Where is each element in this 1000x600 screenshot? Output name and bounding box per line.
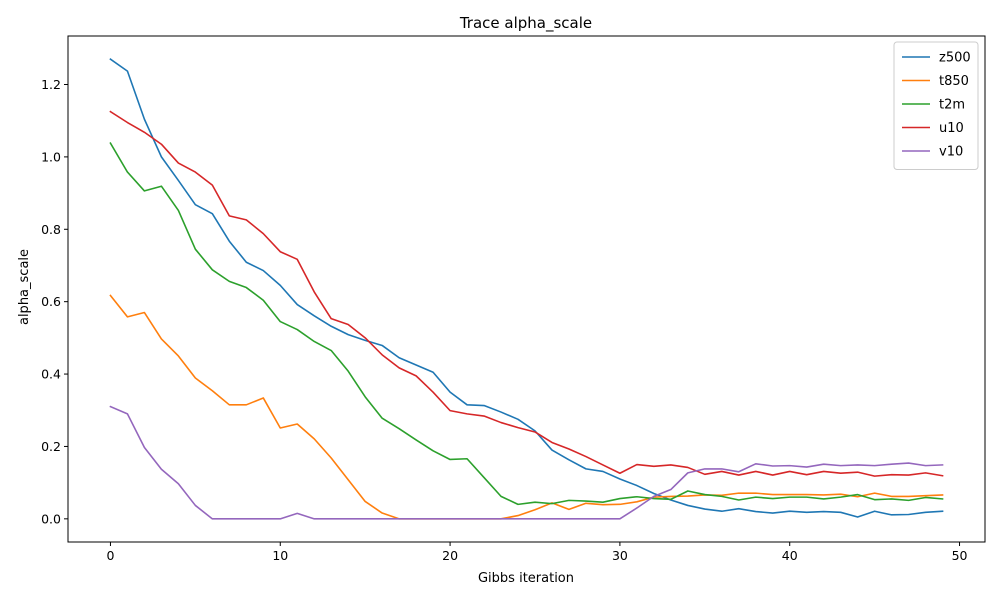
series-line-u10 <box>109 110 944 477</box>
legend-label-t2m: t2m <box>939 98 965 113</box>
x-tick-label: 10 <box>272 548 288 563</box>
x-tick-label: 40 <box>782 548 798 563</box>
y-tick-label: 0.8 <box>41 222 61 237</box>
plot-frame <box>67 35 986 543</box>
x-tick-label: 20 <box>442 548 458 563</box>
y-tick-label: 0.2 <box>41 439 61 454</box>
y-axis-ticks: 0.0 0.2 0.4 0.6 0.8 1.0 1.2 <box>41 77 68 526</box>
x-tick-label: 0 <box>106 548 114 563</box>
y-tick-label: 1.0 <box>41 149 61 164</box>
y-tick-label: 0.6 <box>41 294 61 309</box>
plot-series <box>109 58 944 520</box>
series-line-t2m <box>109 142 944 506</box>
legend-label-u10: u10 <box>939 121 964 136</box>
series-line-z500 <box>109 58 944 518</box>
legend-label-t850: t850 <box>939 74 969 89</box>
legend-label-v10: v10 <box>939 145 963 160</box>
y-axis-label: alpha_scale <box>17 249 32 325</box>
chart-title: Trace alpha_scale <box>459 14 592 33</box>
series-line-t850 <box>109 294 944 520</box>
legend-label-z500: z500 <box>939 51 971 66</box>
x-tick-label: 50 <box>952 548 968 563</box>
legend-box <box>893 41 979 170</box>
x-axis-ticks: 0 10 20 30 40 50 <box>106 542 968 563</box>
legend: z500 t850 t2m u10 v10 <box>893 41 979 170</box>
x-axis-label: Gibbs iteration <box>478 571 574 586</box>
y-tick-label: 0.4 <box>41 367 61 382</box>
x-tick-label: 30 <box>612 548 628 563</box>
series-line-v10 <box>109 405 944 520</box>
y-tick-label: 1.2 <box>41 77 61 92</box>
y-tick-label: 0.0 <box>41 511 61 526</box>
